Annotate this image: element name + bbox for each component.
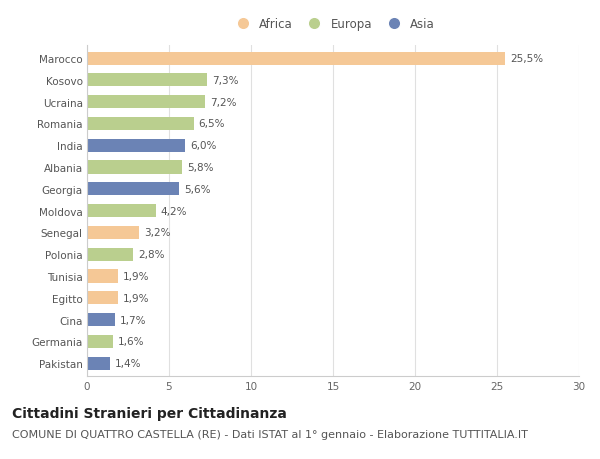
Text: 1,7%: 1,7% <box>120 315 146 325</box>
Text: 1,9%: 1,9% <box>123 271 149 281</box>
Text: 5,6%: 5,6% <box>184 185 210 195</box>
Text: 6,0%: 6,0% <box>190 141 217 151</box>
Text: 1,4%: 1,4% <box>115 358 142 368</box>
Text: 25,5%: 25,5% <box>510 54 543 64</box>
Bar <box>87 357 110 370</box>
Text: COMUNE DI QUATTRO CASTELLA (RE) - Dati ISTAT al 1° gennaio - Elaborazione TUTTIT: COMUNE DI QUATTRO CASTELLA (RE) - Dati I… <box>12 429 528 439</box>
Bar <box>87 140 185 152</box>
Bar <box>87 161 182 174</box>
Text: 3,2%: 3,2% <box>145 228 171 238</box>
Bar <box>87 52 505 66</box>
Bar <box>87 96 205 109</box>
Text: 7,2%: 7,2% <box>210 97 236 107</box>
Text: 5,8%: 5,8% <box>187 162 214 173</box>
Bar <box>87 205 156 218</box>
Text: Cittadini Stranieri per Cittadinanza: Cittadini Stranieri per Cittadinanza <box>12 406 287 420</box>
Text: 2,8%: 2,8% <box>138 250 164 260</box>
Bar <box>87 183 179 196</box>
Bar <box>87 270 118 283</box>
Bar <box>87 74 207 87</box>
Bar <box>87 313 115 326</box>
Text: 6,5%: 6,5% <box>199 119 225 129</box>
Bar <box>87 118 194 131</box>
Bar <box>87 248 133 261</box>
Text: 7,3%: 7,3% <box>212 76 238 86</box>
Bar <box>87 226 139 240</box>
Text: 1,9%: 1,9% <box>123 293 149 303</box>
Text: 1,6%: 1,6% <box>118 336 145 347</box>
Legend: Africa, Europa, Asia: Africa, Europa, Asia <box>229 16 437 34</box>
Bar <box>87 335 113 348</box>
Bar <box>87 291 118 305</box>
Text: 4,2%: 4,2% <box>161 206 187 216</box>
